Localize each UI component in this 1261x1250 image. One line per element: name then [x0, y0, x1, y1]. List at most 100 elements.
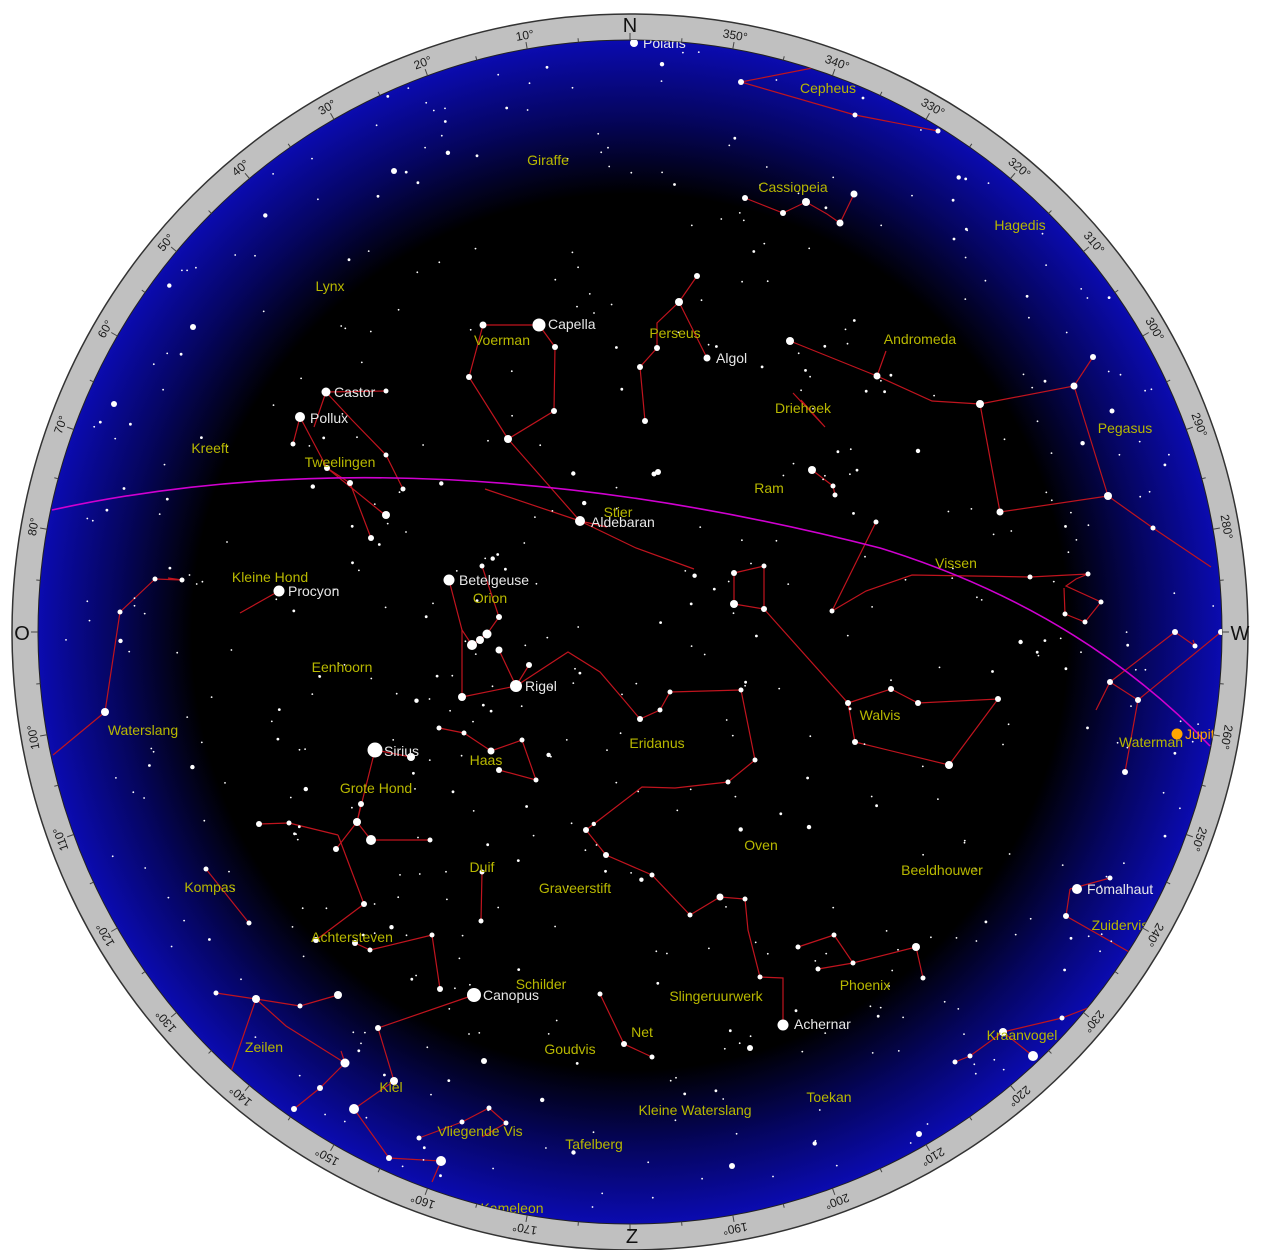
star — [674, 1119, 677, 1122]
star — [915, 448, 921, 454]
star — [779, 812, 783, 816]
star — [1065, 331, 1068, 334]
star — [1082, 619, 1088, 625]
star — [128, 650, 131, 653]
star — [523, 542, 526, 544]
star — [105, 508, 109, 512]
degree-tick — [141, 971, 146, 975]
cardinal-w: W — [1231, 623, 1250, 645]
star — [815, 966, 821, 972]
star — [458, 693, 466, 701]
star — [725, 719, 728, 721]
star — [152, 363, 155, 366]
star — [575, 516, 585, 526]
star — [460, 754, 463, 757]
star — [117, 609, 123, 615]
star — [775, 79, 778, 81]
star — [963, 839, 966, 842]
star — [228, 870, 230, 873]
star — [786, 337, 794, 345]
star — [1003, 438, 1006, 441]
constellation-line — [1137, 631, 1222, 701]
star — [707, 343, 710, 346]
star — [349, 1104, 359, 1114]
star — [373, 903, 376, 905]
star — [574, 667, 576, 670]
degree-tick — [1142, 927, 1149, 932]
star — [947, 510, 950, 513]
star — [845, 700, 851, 706]
star — [727, 580, 730, 583]
star — [437, 986, 443, 992]
degree-tick — [40, 527, 48, 530]
star — [350, 524, 354, 528]
star — [383, 388, 389, 394]
constellation-label: Kleine Hond — [232, 569, 308, 585]
star — [190, 324, 196, 330]
star — [806, 824, 812, 830]
star — [554, 278, 557, 281]
constellation-line — [744, 193, 855, 224]
star — [1070, 511, 1072, 514]
star — [1080, 288, 1083, 290]
degree-tick — [287, 1116, 291, 1121]
star — [920, 975, 926, 981]
degree-tick — [1186, 834, 1194, 838]
degree-tick — [525, 1214, 528, 1222]
star — [571, 251, 574, 254]
star — [667, 689, 673, 695]
star — [334, 991, 342, 999]
star — [1028, 1051, 1038, 1061]
star — [481, 1058, 487, 1064]
star — [492, 1167, 494, 1170]
star — [684, 570, 687, 572]
star — [478, 1032, 481, 1034]
star — [1085, 571, 1091, 577]
star — [397, 896, 400, 899]
star — [325, 907, 328, 910]
star — [615, 507, 618, 510]
star — [832, 492, 838, 498]
star — [277, 708, 281, 711]
degree-tick — [1166, 379, 1171, 383]
star — [1138, 440, 1141, 443]
star — [1050, 452, 1053, 454]
star — [289, 796, 292, 799]
star — [752, 250, 756, 253]
star — [1130, 705, 1132, 707]
star — [272, 404, 275, 406]
star — [520, 705, 523, 708]
degree-label: 190° — [722, 1220, 749, 1238]
star — [1192, 643, 1198, 649]
star — [689, 602, 693, 606]
star — [852, 112, 858, 118]
star — [1148, 490, 1151, 493]
star — [399, 874, 401, 876]
star — [275, 598, 278, 601]
star — [849, 448, 852, 451]
star — [822, 478, 824, 481]
star — [871, 606, 873, 608]
degree-tick — [475, 56, 478, 61]
star — [792, 462, 795, 465]
star — [65, 639, 67, 641]
star — [1173, 751, 1177, 755]
star — [1144, 668, 1147, 671]
constellation-label: Tweelingen — [305, 454, 376, 470]
star — [976, 400, 984, 408]
star — [738, 79, 744, 85]
star — [584, 849, 587, 852]
star — [296, 838, 299, 841]
constellation-line — [484, 488, 581, 522]
degree-tick — [89, 379, 94, 383]
star — [742, 219, 745, 222]
star — [675, 298, 683, 306]
star — [787, 583, 790, 585]
star — [152, 750, 155, 753]
star — [295, 833, 297, 835]
star — [1099, 950, 1101, 953]
constellation-label: Kraanvogel — [987, 1027, 1058, 1043]
star — [539, 444, 542, 447]
star — [755, 634, 758, 638]
star — [1010, 530, 1013, 532]
